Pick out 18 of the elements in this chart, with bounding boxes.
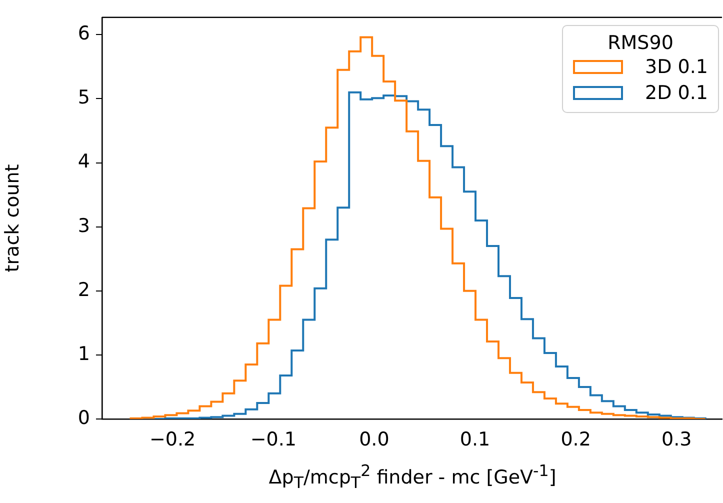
y-tick-label: 3 [78, 214, 90, 237]
x-axis-title: Δp$_{T}$/mcp$_{T}$$^{2}$ finder - mc [GeV$^{-1}$] [268, 461, 558, 492]
legend-title: RMS90 [606, 32, 674, 54]
y-tick-label: 1 [78, 342, 90, 365]
y-tick-label: 2 [78, 278, 90, 301]
x-tick-label: 0.1 [460, 428, 490, 450]
x-tick-label: 0.0 [359, 428, 390, 450]
y-axis-title: track count [1, 164, 24, 272]
x-tick-label: 0.3 [662, 428, 692, 450]
x-tick-label: 0.2 [560, 428, 591, 450]
y-tick-label: 4 [78, 150, 90, 173]
y-tick-label: 0 [78, 406, 90, 429]
x-tick-label: −0.2 [150, 428, 196, 450]
legend-label: 2D 0.1 [645, 82, 708, 104]
y-tick-label: 5 [78, 86, 90, 109]
x-tick-label: −0.1 [250, 428, 296, 450]
legend-label: 3D 0.1 [645, 56, 708, 78]
y-tick-label: 6 [78, 22, 90, 45]
